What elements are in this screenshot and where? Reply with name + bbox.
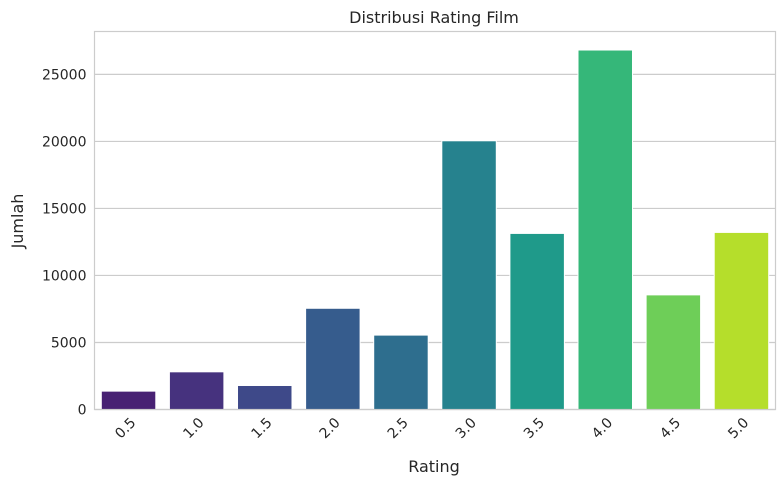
plot-frame — [93, 30, 777, 411]
y-tick-label: 10000 — [42, 268, 87, 284]
y-tick-label: 20000 — [42, 134, 87, 150]
x-tick-label: 4.0 — [589, 415, 616, 442]
x-tick-label: 5.0 — [725, 415, 752, 442]
x-axis-ticks: 0.5 1.0 1.5 2.0 2.5 3.0 3.5 4.0 4.5 5.0 — [112, 415, 752, 442]
bar-4.0 — [577, 49, 633, 410]
x-tick-label: 0.5 — [112, 415, 139, 442]
x-tick-label: 2.0 — [317, 415, 344, 442]
x-tick-label: 4.5 — [657, 415, 684, 442]
bar-0.5 — [100, 390, 157, 410]
bar-1.0 — [168, 371, 225, 411]
y-tick-label: 15000 — [42, 201, 87, 217]
x-axis-label: Rating — [408, 457, 460, 476]
x-tick-label: 3.0 — [453, 415, 480, 442]
y-tick-label: 5000 — [51, 335, 87, 351]
bar-4.5 — [645, 294, 702, 411]
y-tick-label: 0 — [78, 403, 87, 419]
x-tick-label: 1.0 — [180, 415, 207, 442]
bar-3.0 — [441, 140, 497, 411]
x-tick-label: 3.5 — [521, 415, 548, 442]
y-axis-ticks: 0 5000 10000 15000 20000 25000 — [42, 67, 87, 418]
bar-5.0 — [713, 231, 770, 410]
bars — [100, 49, 770, 411]
bar-1.5 — [237, 384, 293, 411]
x-tick-label: 2.5 — [385, 415, 412, 442]
y-axis-label: Jumlah — [8, 194, 27, 250]
bar-2.5 — [373, 334, 429, 410]
bar-3.5 — [509, 232, 565, 410]
bar-2.0 — [305, 307, 361, 410]
y-tick-label: 25000 — [42, 67, 87, 83]
chart-title: Distribusi Rating Film — [349, 8, 519, 27]
x-tick-label: 1.5 — [249, 415, 276, 442]
